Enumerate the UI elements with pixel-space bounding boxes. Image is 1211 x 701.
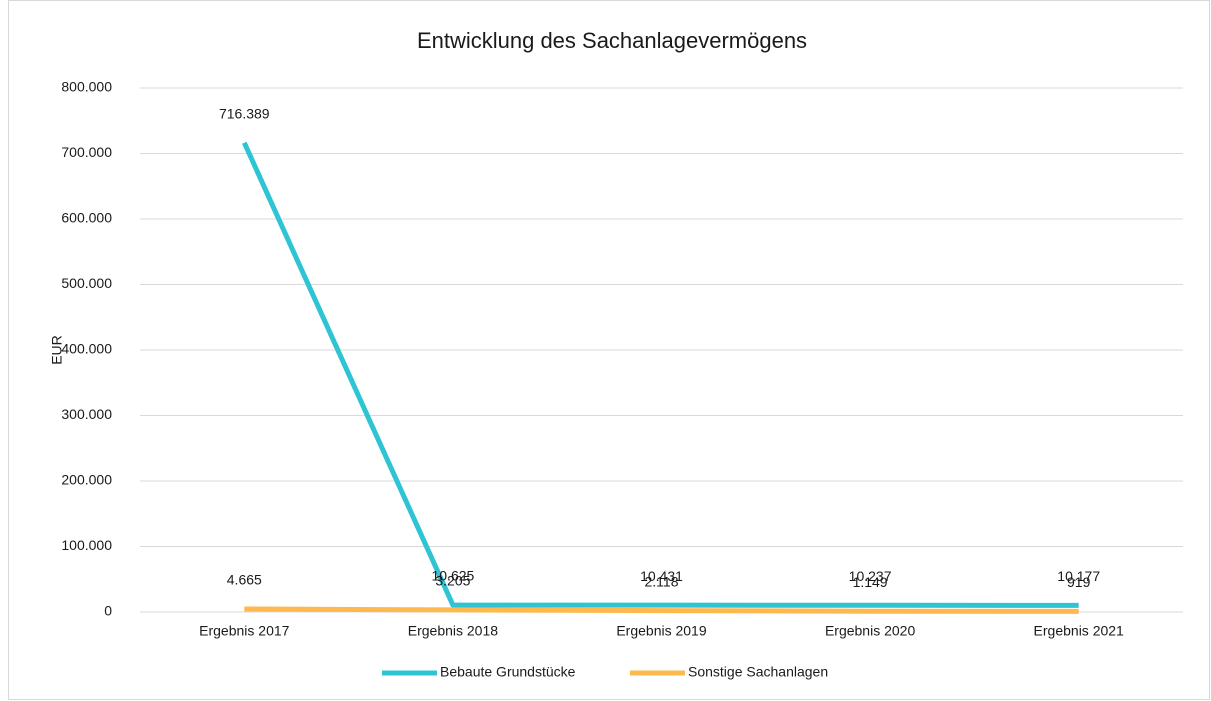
y-tick-label: 0 <box>104 603 112 619</box>
data-label: 10.237 <box>849 568 892 584</box>
x-tick-label: Ergebnis 2019 <box>616 623 707 639</box>
data-label: 10.177 <box>1057 568 1100 584</box>
x-tick-label: Ergebnis 2020 <box>825 623 916 639</box>
y-tick-label: 700.000 <box>61 144 112 160</box>
x-tick-label: Ergebnis 2018 <box>408 623 499 639</box>
y-tick-label: 400.000 <box>61 341 112 357</box>
data-label: 3.205 <box>435 573 470 589</box>
chart-title: Entwicklung des Sachanlagevermögens <box>417 28 807 53</box>
x-tick-label: Ergebnis 2017 <box>199 623 290 639</box>
y-tick-label: 200.000 <box>61 472 112 488</box>
legend-label: Bebaute Grundstücke <box>440 664 576 680</box>
legend-label: Sonstige Sachanlagen <box>688 664 828 680</box>
y-tick-label: 800.000 <box>61 79 112 95</box>
series-line <box>244 606 1079 614</box>
data-label: 716.389 <box>219 105 270 121</box>
y-tick-label: 300.000 <box>61 406 112 422</box>
data-label: 10.431 <box>640 568 683 584</box>
data-label: 10.625 <box>431 568 474 584</box>
data-label: 4.665 <box>227 572 262 588</box>
y-tick-label: 500.000 <box>61 275 112 291</box>
data-label: 2.118 <box>645 573 679 589</box>
y-tick-label: 600.000 <box>61 210 112 226</box>
y-axis-label: EUR <box>49 335 65 365</box>
x-tick-label: Ergebnis 2021 <box>1034 623 1125 639</box>
y-tick-label: 100.000 <box>61 537 112 553</box>
series-line <box>242 141 1079 608</box>
data-label: 1.149 <box>853 574 888 590</box>
data-label: 919 <box>1067 574 1091 590</box>
